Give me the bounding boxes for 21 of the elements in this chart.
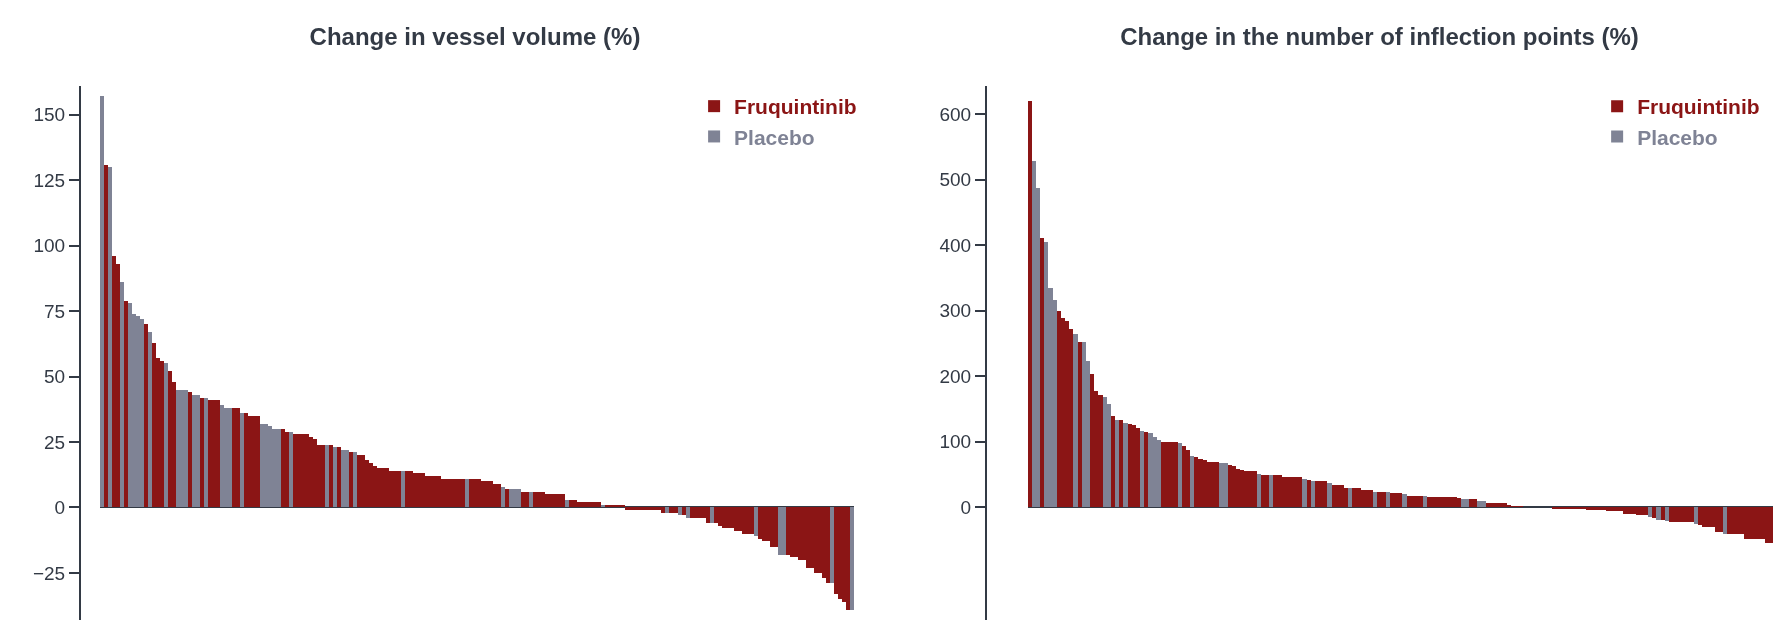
legend-label: Placebo	[1637, 125, 1718, 149]
y-tick-label: 300	[939, 300, 972, 322]
y-tick-label: 50	[44, 366, 66, 388]
chart-title: Change in vessel volume (%)	[309, 22, 641, 50]
y-tick-label: −25	[32, 562, 66, 584]
y-tick-label: 600	[939, 103, 972, 125]
y-tick-label: 100	[939, 431, 972, 453]
y-tick-label: 500	[939, 169, 972, 191]
legend-label: Fruquintinib	[1637, 95, 1760, 119]
y-tick-label: 400	[939, 234, 972, 256]
y-tick-label: 125	[33, 169, 66, 191]
y-tick-label: 0	[960, 496, 972, 518]
chart-title: Change in the number of inflection points (%)	[1120, 22, 1639, 50]
y-tick-label: 200	[939, 365, 972, 387]
legend-label: Placebo	[734, 125, 815, 149]
y-tick-label: 75	[44, 300, 66, 322]
y-tick-label: 150	[33, 104, 66, 126]
y-tick-label: 0	[54, 497, 66, 519]
y-tick-label: 100	[33, 235, 66, 257]
y-tick-label: 25	[44, 431, 66, 453]
legend-label: Fruquintinib	[734, 95, 857, 119]
